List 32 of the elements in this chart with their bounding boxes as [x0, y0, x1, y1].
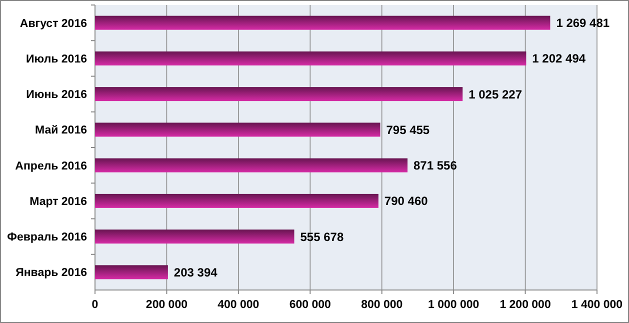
- data-label: 1 269 481: [556, 16, 610, 30]
- bar: [95, 230, 294, 244]
- x-tick-label: 800 000: [361, 299, 403, 311]
- x-tick-label: 1 400 000: [571, 299, 623, 311]
- bar: [95, 51, 526, 66]
- data-label: 203 394: [174, 265, 218, 280]
- y-tick-label: Январь 2016: [16, 267, 87, 280]
- y-tick-label: Июнь 2016: [26, 89, 87, 102]
- x-tick-label: 0: [92, 299, 98, 311]
- y-tick-label: Июль 2016: [26, 53, 87, 66]
- bar: [95, 194, 378, 208]
- x-tick-label: 400 000: [218, 299, 260, 311]
- bar: [95, 16, 550, 30]
- y-tick-label: Февраль 2016: [7, 232, 87, 244]
- bar: [95, 122, 380, 137]
- x-tick-label: 200 000: [146, 299, 188, 311]
- y-tick-label: Май 2016: [35, 124, 87, 137]
- data-label: 1 025 227: [468, 87, 522, 102]
- data-label: 1 202 494: [532, 52, 586, 66]
- data-label: 790 460: [384, 194, 428, 208]
- data-label: 555 678: [300, 230, 344, 244]
- bar: [95, 158, 408, 172]
- data-label: 795 455: [386, 122, 430, 137]
- y-tick-label: Апрель 2016: [15, 160, 87, 172]
- y-tick-label: Март 2016: [30, 196, 87, 208]
- bar: [95, 87, 463, 102]
- data-label: 871 556: [414, 158, 458, 173]
- x-tick-label: 600 000: [289, 299, 331, 311]
- x-tick-label: 1 000 000: [428, 299, 480, 311]
- x-tick-label: 1 200 000: [500, 299, 551, 311]
- y-tick-label: Август 2016: [20, 18, 87, 30]
- bar: [95, 265, 168, 280]
